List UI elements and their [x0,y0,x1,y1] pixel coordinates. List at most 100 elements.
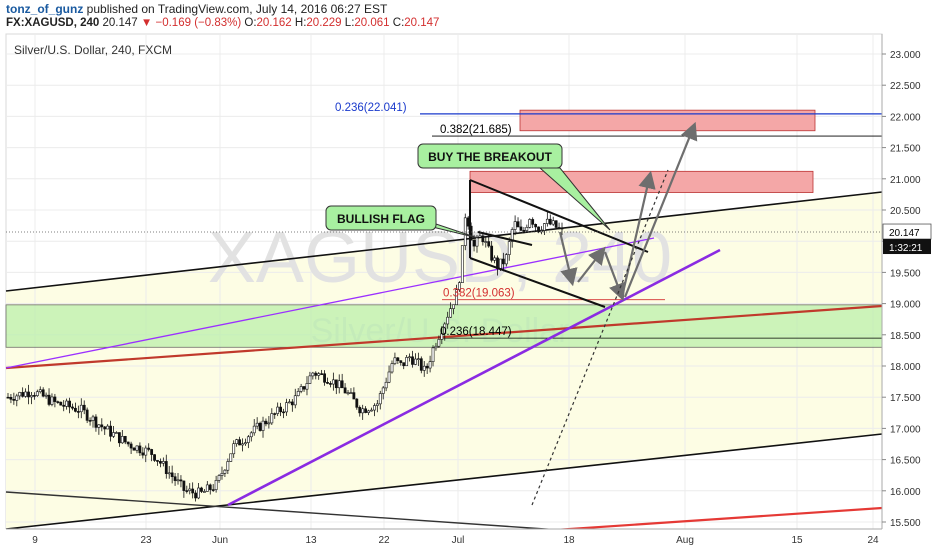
arrow-down-2 [603,251,626,302]
candle-body [378,393,382,405]
symbol-label: FX:XAGUSD, 240 [6,17,100,29]
y-tick-label: 21.500 [890,144,921,155]
y-tick-label: 17.000 [890,424,921,435]
low-value: 20.061 [354,17,390,29]
candle-body [147,447,151,450]
candle-body [161,461,165,464]
x-tick-label: 22 [378,535,390,546]
candle-body [6,396,10,399]
candle-body [164,461,168,474]
candle-body [179,479,183,482]
candle-body [443,323,447,334]
candle-body [238,439,241,446]
candle-body [308,375,312,384]
candle-body [302,386,306,390]
candle-body [94,416,98,428]
candle-body [273,413,277,415]
arrow-up-3 [623,121,698,298]
candle-body [74,407,77,412]
candle-body [452,304,455,309]
candle-body [126,441,130,445]
candle-body [53,396,57,402]
candle-body [106,425,110,430]
candle-body [144,447,148,456]
channel-fill [6,192,882,529]
candle-body [540,230,543,233]
candle-body [534,224,538,228]
callout-box [417,143,563,169]
candle-body [337,380,341,389]
buy-breakout-callout: BUY THE BREAKOUT [417,143,611,231]
x-tick-label: 23 [140,535,152,546]
candle-body [290,401,294,406]
candle-body [244,442,247,445]
candle-body [267,422,271,425]
candle-body [214,480,218,490]
candle-body [229,453,233,462]
candle-body [440,333,444,340]
candle-body [499,258,502,269]
callout-text-buy: BUY THE BREAKOUT [428,150,552,164]
candle-body [32,395,36,397]
lower-channel-line [5,433,883,530]
candle-body [352,392,356,400]
last-price-badge-text: 20.147 [889,228,920,239]
y-tick-label: 18.500 [890,331,921,342]
candle-body [153,454,156,461]
candle-body [487,241,491,247]
candle-body [258,422,262,431]
dotted-projection-line [531,169,669,506]
candle-body [132,447,136,451]
candle-body [408,356,411,359]
candle-body [504,254,508,265]
candle-body [197,487,200,499]
author-link[interactable]: tonz_of_gunz [6,2,84,16]
candle-body [50,396,54,405]
candle-body [355,398,359,408]
purple-upper-line [5,237,655,369]
down-arrow-icon: ▼ [140,17,153,29]
candle-body [76,411,80,413]
candle-body [115,432,118,434]
candle-body [208,484,212,490]
candle-body [120,436,124,444]
candle-body [414,358,417,365]
candle-body [472,239,476,247]
candle-body [411,356,414,365]
candle-body [150,449,154,455]
candle-body [279,406,283,413]
y-tick-label: 23.000 [890,50,921,61]
y-tick-label: 16.500 [890,456,921,467]
upper-channel-line [5,191,883,292]
x-tick-label: 18 [563,535,575,546]
candle-body [235,439,239,445]
candle-body [159,461,162,464]
candle-body [416,358,420,360]
callout-box [325,205,437,231]
candle-body [481,235,485,243]
candle-body [71,406,74,409]
x-tick-label: Aug [676,535,694,546]
candle-body [156,460,159,462]
candle-body [246,436,250,443]
close-label: C: [392,17,405,29]
candle-body [346,392,350,395]
candle-body [135,445,139,451]
candle-body [91,416,95,421]
candle-body [282,411,285,414]
candle-body [270,413,274,424]
mini-flag-line [477,231,533,246]
candle-body [381,387,385,394]
candle-body [431,347,435,362]
last-price: 20.147 [102,17,138,29]
candle-body [264,420,268,425]
candle-body [47,394,51,405]
candle-body [211,489,215,491]
candle-body [35,391,39,396]
publish-info: tonz_of_gunz published on TradingView.co… [6,2,387,16]
countdown-badge [883,239,931,255]
fib-label: 0.236(18.447) [440,326,512,338]
low-label: L: [344,17,355,29]
candle-body [68,400,71,408]
